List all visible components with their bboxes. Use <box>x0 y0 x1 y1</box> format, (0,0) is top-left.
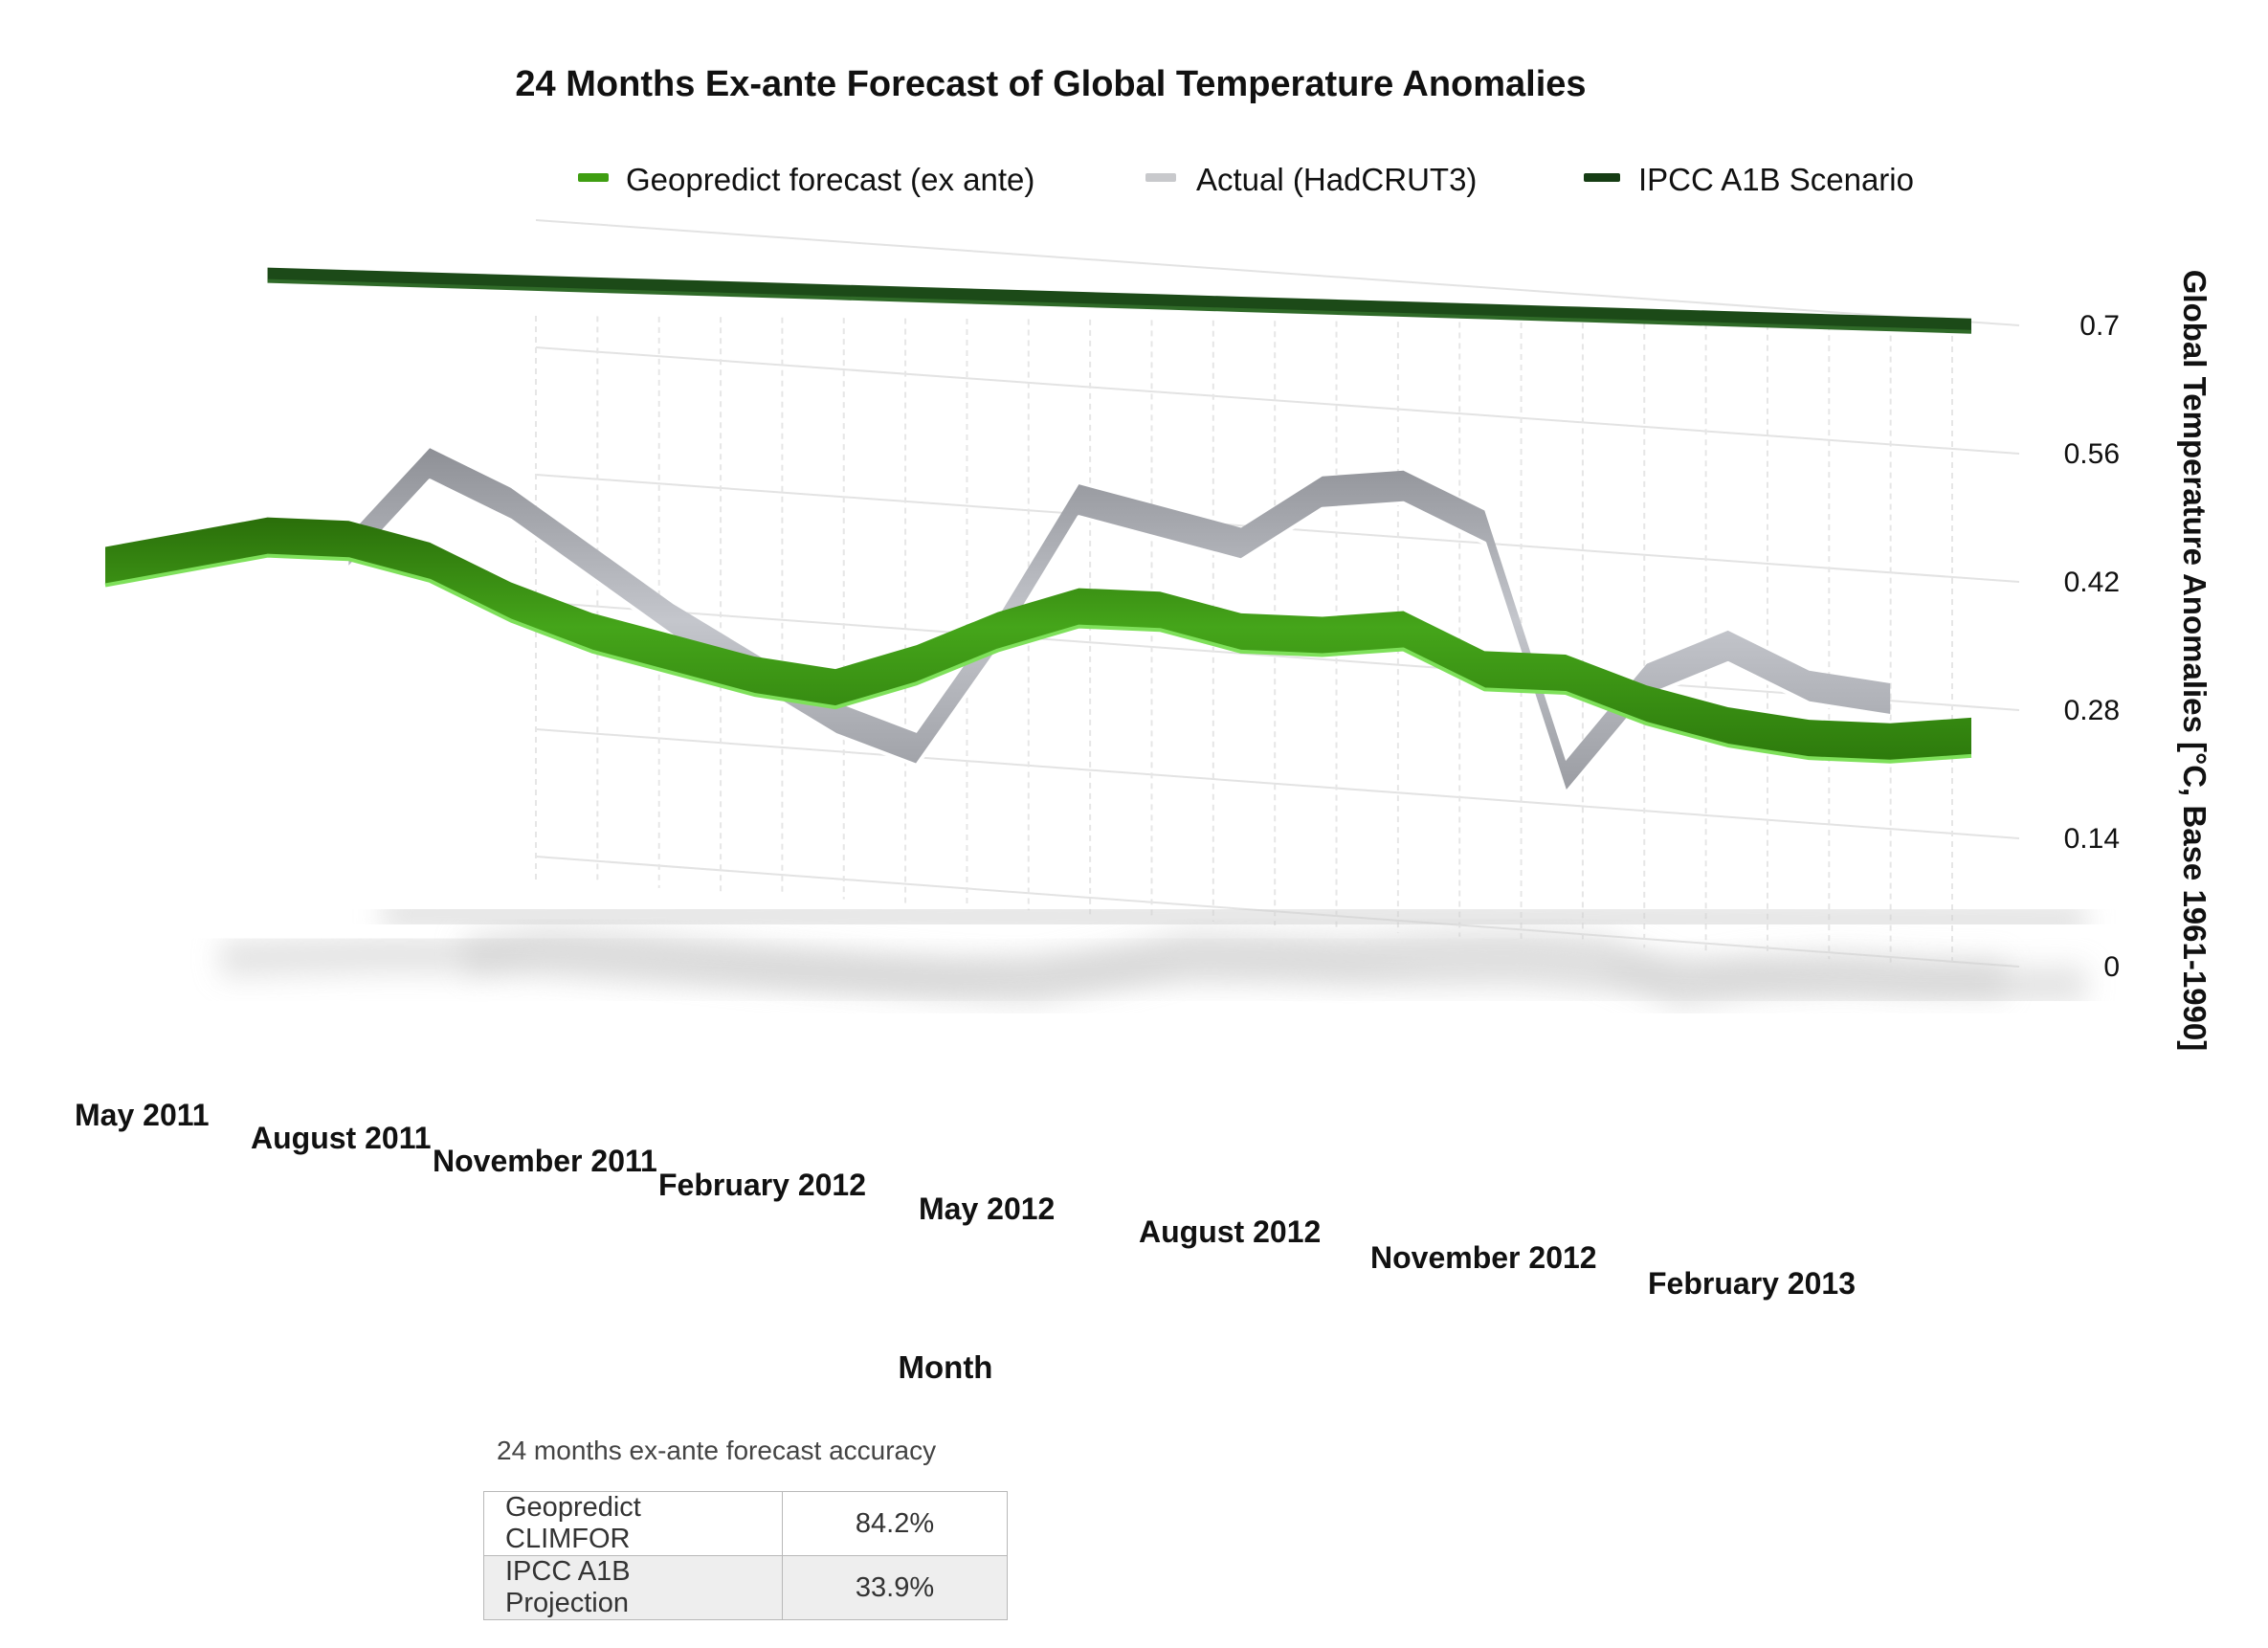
series-shadows <box>219 894 2087 1011</box>
gridline-horizontal <box>535 219 2020 326</box>
legend-swatch-forecast <box>578 173 609 182</box>
y-tick-label: 0.42 <box>2064 567 2120 598</box>
y-tick-label: 0.14 <box>2064 823 2120 855</box>
y-axis-ticks: 0 0.14 0.28 0.42 0.56 0.7 <box>2064 310 2120 983</box>
accuracy-table: Geopredict CLIMFOR 84.2% IPCC A1B Projec… <box>483 1491 1008 1620</box>
series-shadow-ipcc <box>382 894 2087 941</box>
y-tick-label: 0.28 <box>2064 695 2120 726</box>
series-ribbon-forecast <box>105 517 1971 762</box>
legend-item-actual[interactable]: Actual (HadCRUT3) <box>1145 162 1477 197</box>
x-axis-label: Month <box>899 1349 993 1385</box>
series-line-ipcc <box>267 278 1972 334</box>
y-tick-label: 0 <box>2103 951 2120 983</box>
x-tick-label: November 2011 <box>433 1144 657 1178</box>
legend-swatch-ipcc <box>1584 173 1620 182</box>
accuracy-title: 24 months ex-ante forecast accuracy <box>497 1436 937 1465</box>
series-ribbon-actual <box>348 448 1891 794</box>
legend-label-ipcc: IPCC A1B Scenario <box>1638 162 1914 197</box>
x-tick-label: August 2011 <box>251 1121 432 1155</box>
x-tick-label: February 2013 <box>1648 1266 1856 1301</box>
series-shadow-forecast <box>219 935 2087 1005</box>
accuracy-value: 84.2% <box>782 1491 1008 1556</box>
gridline-horizontal <box>535 346 2020 455</box>
legend-item-forecast[interactable]: Geopredict forecast (ex ante) <box>578 162 1034 197</box>
series-ribbon-ipcc <box>267 267 1972 332</box>
series-line-forecast <box>104 553 1972 764</box>
gridline-horizontal <box>535 601 2020 711</box>
gridline-horizontal <box>535 728 2020 839</box>
x-tick-label: May 2011 <box>75 1098 210 1132</box>
chart-title: 24 Months Ex-ante Forecast of Global Tem… <box>515 64 1586 104</box>
accuracy-value: 33.9% <box>782 1555 1008 1620</box>
series <box>104 267 1972 796</box>
legend-label-actual: Actual (HadCRUT3) <box>1196 162 1477 197</box>
y-axis-label: Global Temperature Anomalies [°C, Base 1… <box>2177 270 2212 1052</box>
y-tick-label: 0.56 <box>2064 438 2120 470</box>
legend-label-forecast: Geopredict forecast (ex ante) <box>626 162 1034 197</box>
grid <box>535 219 2020 968</box>
x-tick-label: August 2012 <box>1139 1214 1321 1249</box>
x-tick-label: November 2012 <box>1370 1240 1597 1275</box>
x-tick-label: February 2012 <box>658 1168 866 1202</box>
table-row: Geopredict CLIMFOR 84.2% <box>483 1491 1008 1556</box>
table-row: IPCC A1B Projection 33.9% <box>483 1555 1008 1620</box>
legend-item-ipcc[interactable]: IPCC A1B Scenario <box>1584 162 1914 197</box>
legend-swatch-actual <box>1145 173 1176 182</box>
accuracy-label: Geopredict CLIMFOR <box>483 1491 783 1556</box>
y-tick-label: 0.7 <box>2079 310 2120 342</box>
x-tick-label: May 2012 <box>919 1191 1055 1226</box>
accuracy-label: IPCC A1B Projection <box>483 1555 783 1620</box>
accuracy-panel: 24 months ex-ante forecast accuracy Geop… <box>483 1436 1008 1620</box>
legend: Geopredict forecast (ex ante) Actual (Ha… <box>578 162 1914 197</box>
